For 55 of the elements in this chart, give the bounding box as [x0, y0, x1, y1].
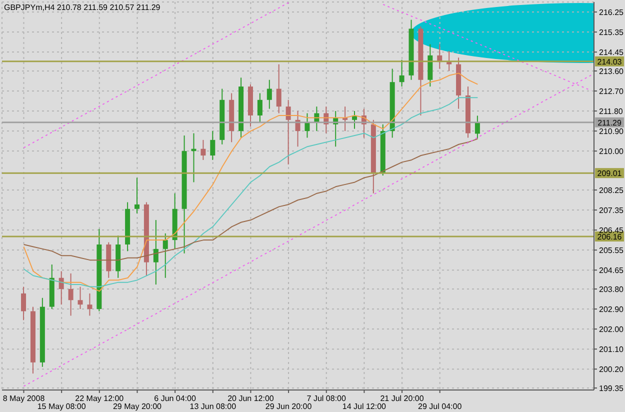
- candlestick: [87, 292, 92, 316]
- y-tick-label: 208.25: [599, 186, 624, 195]
- y-tick-label: 213.60: [599, 66, 624, 76]
- candlestick: [21, 286, 26, 321]
- candlestick: [474, 115, 480, 139]
- candlestick: [276, 64, 282, 114]
- y-tick-label: 211.80: [599, 106, 624, 116]
- y-tick-label: 205.55: [599, 246, 624, 255]
- ref-line-label: 211.29: [598, 118, 622, 128]
- x-tick-label: 29 Jun 20:00: [265, 402, 312, 411]
- y-tick-label: 204.65: [599, 266, 624, 275]
- x-tick-label: 7 Jul 08:00: [306, 394, 346, 403]
- y-tick-label: 212.70: [599, 86, 624, 96]
- ref-line-label: 206.16: [597, 232, 622, 242]
- y-tick-label: 199.35: [599, 384, 624, 393]
- candlestick: [266, 79, 272, 110]
- x-tick-label: 13 Jun 08:00: [190, 402, 237, 411]
- candlestick: [286, 99, 291, 165]
- y-tick-label: 203.80: [599, 284, 624, 294]
- ref-line-label: 214.03: [597, 57, 622, 66]
- x-tick-label: 29 May 20:00: [112, 402, 162, 411]
- candlestick: [191, 132, 196, 183]
- candlestick: [153, 220, 158, 286]
- y-tick-label: 214.45: [599, 48, 624, 57]
- ref-line-label: 209.01: [597, 169, 622, 178]
- x-tick-label: 21 Jul 20:00: [380, 394, 424, 403]
- candlestick: [446, 50, 452, 72]
- x-tick-label: 14 Jul 12:00: [342, 402, 387, 411]
- candlestick: [399, 59, 404, 88]
- candlestick: [134, 177, 140, 214]
- y-tick-label: 201.10: [599, 344, 624, 354]
- candlestick: [162, 232, 168, 278]
- candlestick: [68, 272, 74, 316]
- candlestick: [304, 112, 310, 138]
- x-tick-label: 15 May 08:00: [37, 402, 86, 411]
- y-tick-label: 202.00: [599, 324, 624, 334]
- x-tick-label: 6 Jun 04:00: [154, 394, 197, 403]
- x-tick-label: 20 Jun 12:00: [228, 394, 274, 403]
- line-series: [23, 138, 478, 261]
- chart-title: GBPJPYm,H4 210.78 211.59 210.57 211.29: [4, 3, 160, 12]
- x-tick-label: 22 May 12:00: [75, 394, 124, 403]
- candlestick: [257, 92, 262, 123]
- y-tick-label: 207.35: [599, 206, 624, 215]
- x-tick-label: 29 Jul 04:00: [418, 402, 462, 411]
- y-tick-label: 210.00: [599, 146, 624, 156]
- candlestick: [78, 286, 83, 310]
- candlestick: [200, 139, 206, 160]
- candlestick: [210, 130, 216, 160]
- candlestick: [342, 106, 348, 132]
- y-tick-label: 200.20: [599, 364, 624, 374]
- y-tick-label: 202.90: [599, 304, 624, 314]
- y-tick-label: 215.35: [599, 28, 624, 37]
- y-tick-label: 210.90: [599, 126, 624, 136]
- x-tick-label: 8 May 2008: [2, 394, 46, 403]
- y-tick-label: 216.25: [599, 8, 624, 17]
